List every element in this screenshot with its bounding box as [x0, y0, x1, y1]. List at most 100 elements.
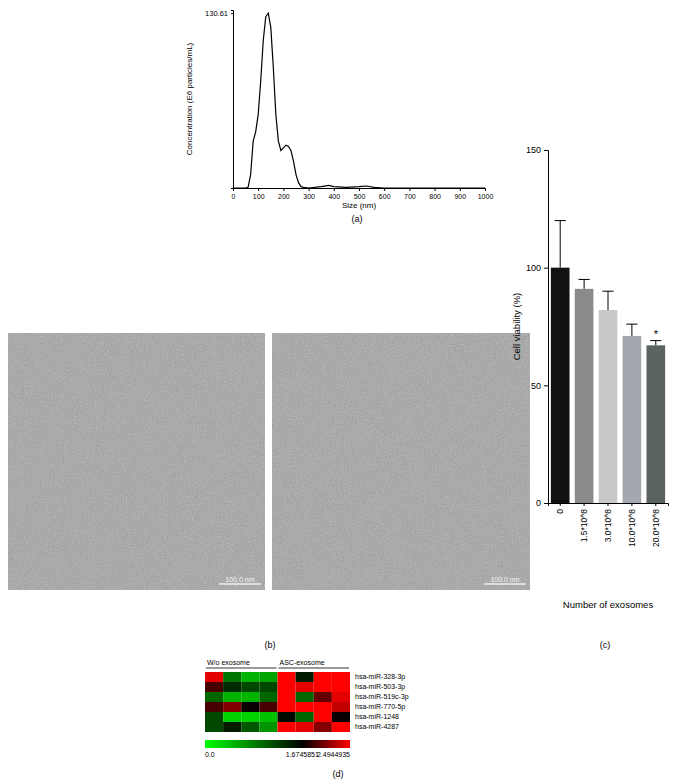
- cell: [332, 712, 350, 722]
- cell: [332, 702, 350, 712]
- tick: 1.5*10^8: [579, 503, 589, 542]
- error-cap: [602, 291, 613, 292]
- cell: [223, 712, 241, 722]
- axis-line: [544, 151, 549, 504]
- plot-area: [233, 13, 485, 188]
- error-whisker: [608, 291, 609, 310]
- tick-mark: [359, 188, 360, 191]
- plot-area: [551, 221, 665, 503]
- tick-label: 0: [536, 498, 541, 508]
- tick-mark: [384, 188, 385, 191]
- colorbar-tick-label: 0.0: [205, 751, 215, 758]
- row-label: hsa-miR-4287: [355, 723, 399, 730]
- cell: [296, 682, 314, 692]
- tick-label: 600: [379, 193, 391, 200]
- error-bar: [579, 279, 590, 288]
- tick: 20.0*10^8: [651, 503, 661, 547]
- x-axis-title: Size (nm): [342, 201, 377, 210]
- panel-label: (a): [352, 214, 363, 224]
- tick: 3.0*10^8: [603, 503, 613, 542]
- tick-label: 50: [531, 381, 541, 391]
- cell: [259, 702, 277, 712]
- panel-label: (b): [265, 640, 276, 650]
- cell: [332, 672, 350, 682]
- tick-mark: [334, 188, 335, 191]
- scale-bar: [219, 583, 261, 585]
- cell: [205, 722, 223, 732]
- cell: [241, 692, 259, 702]
- heatmap: W/o exosomeASC-exosomehsa-miR-328-3phsa-…: [205, 659, 409, 779]
- tick-mark: [409, 188, 410, 191]
- tick-mark: [309, 188, 310, 191]
- bar: [623, 336, 642, 503]
- cell: [278, 702, 296, 712]
- tick: 200: [278, 188, 290, 200]
- bar: [646, 345, 665, 503]
- image-background: [8, 333, 265, 590]
- tem-image: 100.0 nm: [8, 333, 265, 590]
- group-bracket: [206, 668, 277, 669]
- tick: 50: [531, 381, 548, 391]
- cell: [241, 672, 259, 682]
- figure: 01002003004005006007008009001000130.61Si…: [0, 0, 678, 781]
- scale-bar: [484, 583, 526, 585]
- scale-bar-label: 100.0 nm: [490, 576, 519, 583]
- axis: 01002003004005006007008009001000: [232, 188, 494, 200]
- cell: [205, 692, 223, 702]
- cell: [223, 692, 241, 702]
- group-bracket: [279, 668, 350, 669]
- tick: 500: [354, 188, 366, 200]
- cell: [296, 712, 314, 722]
- error-whisker: [631, 324, 632, 336]
- cell: [314, 712, 332, 722]
- tick-label: 200: [278, 193, 290, 200]
- tick-label: 150: [526, 145, 541, 155]
- image-background: [272, 333, 530, 590]
- tick: 600: [379, 188, 391, 200]
- tick: 300: [303, 188, 315, 200]
- cell: [241, 722, 259, 732]
- cell: [259, 682, 277, 692]
- cell: [205, 712, 223, 722]
- tick-label: 800: [429, 193, 441, 200]
- tick-mark: [544, 503, 548, 504]
- tick: 0: [555, 503, 565, 514]
- tick-mark: [544, 385, 548, 386]
- tick-label: 700: [404, 193, 416, 200]
- tick-mark: [485, 188, 486, 191]
- tick-mark: [435, 188, 436, 191]
- cell: [278, 672, 296, 682]
- error-bar: [626, 324, 637, 336]
- tick: 0: [536, 498, 548, 508]
- cell: [223, 722, 241, 732]
- cell: [259, 672, 277, 682]
- cell: [223, 672, 241, 682]
- tick-mark: [258, 188, 259, 191]
- tick-mark: [460, 188, 461, 191]
- panel-label: (c): [600, 640, 611, 650]
- tick: 400: [328, 188, 340, 200]
- error-whisker: [560, 221, 561, 268]
- cell: [314, 722, 332, 732]
- bar: [575, 289, 594, 503]
- cell: [296, 702, 314, 712]
- cell: [296, 672, 314, 682]
- tick-mark: [231, 13, 233, 14]
- error-cap: [555, 220, 566, 221]
- x-axis-title: Number of exosomes: [563, 599, 654, 610]
- cell: [296, 692, 314, 702]
- colorbar: [205, 740, 350, 748]
- colorbar-tick-label: 2.4944935: [317, 751, 350, 758]
- error-cap: [626, 324, 637, 325]
- group-label: W/o exosome: [207, 659, 250, 666]
- cell: [241, 712, 259, 722]
- tick-label: 1000: [478, 193, 494, 200]
- cell: [314, 692, 332, 702]
- series-line: [233, 13, 485, 188]
- cell: [259, 692, 277, 702]
- error-whisker: [584, 279, 585, 288]
- cells: [205, 672, 350, 732]
- cell: [205, 702, 223, 712]
- axis-line: [549, 504, 669, 507]
- row-label: hsa-miR-503-3p: [355, 683, 405, 691]
